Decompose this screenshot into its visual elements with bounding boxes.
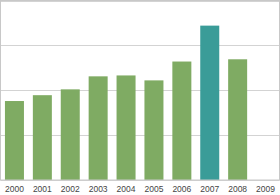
grid-line	[1, 1, 280, 2]
bar	[228, 59, 247, 180]
bar	[61, 89, 80, 180]
bar	[200, 26, 219, 180]
bar	[33, 95, 52, 180]
bar	[117, 75, 136, 180]
bar	[89, 76, 108, 180]
x-tick-label: 2008	[228, 184, 247, 194]
chart-svg: 2000 2001 2002 2003 2004 2005 2006 2007 2008 2009	[0, 0, 280, 195]
x-tick-label: 2003	[89, 184, 108, 194]
x-tick-label: 2006	[172, 184, 191, 194]
chart-container: 2000 2001 2002 2003 2004 2005 2006 2007 2008 2009	[0, 0, 280, 195]
x-tick-label: 2000	[5, 184, 24, 194]
grid-line	[1, 45, 280, 46]
plot-frame	[1, 1, 280, 181]
bar	[5, 101, 24, 180]
x-tick-label: 2009	[256, 184, 275, 194]
bar	[172, 62, 191, 180]
x-tick-label: 2002	[61, 184, 80, 194]
x-tick-label: 2007	[200, 184, 219, 194]
x-tick-label: 2001	[33, 184, 52, 194]
x-tick-label: 2005	[144, 184, 163, 194]
bars	[5, 26, 247, 180]
bar	[144, 80, 163, 180]
x-tick-label: 2004	[117, 184, 136, 194]
